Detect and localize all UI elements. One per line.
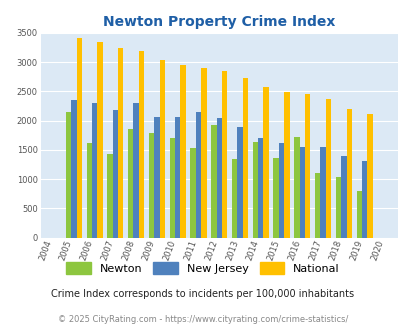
Bar: [113, 110, 118, 238]
Bar: [237, 126, 242, 238]
Bar: [252, 142, 258, 238]
Bar: [314, 173, 320, 238]
Bar: [77, 38, 82, 238]
Bar: [278, 144, 284, 238]
Bar: [263, 87, 268, 238]
Bar: [222, 71, 227, 238]
Bar: [304, 94, 310, 238]
Bar: [367, 114, 372, 238]
Bar: [340, 156, 346, 238]
Bar: [154, 117, 159, 238]
Bar: [242, 78, 247, 238]
Bar: [258, 138, 263, 238]
Bar: [86, 144, 92, 238]
Bar: [169, 138, 175, 238]
Bar: [284, 92, 289, 238]
Bar: [211, 125, 216, 238]
Text: © 2025 CityRating.com - https://www.cityrating.com/crime-statistics/: © 2025 CityRating.com - https://www.city…: [58, 315, 347, 324]
Bar: [190, 148, 195, 238]
Bar: [299, 147, 304, 238]
Bar: [139, 50, 144, 238]
Bar: [200, 68, 206, 238]
Bar: [180, 65, 185, 238]
Bar: [325, 99, 330, 238]
Bar: [335, 178, 340, 238]
Bar: [356, 191, 361, 238]
Legend: Newton, New Jersey, National: Newton, New Jersey, National: [62, 258, 343, 278]
Bar: [346, 109, 351, 238]
Bar: [92, 103, 97, 238]
Bar: [273, 158, 278, 238]
Bar: [175, 117, 180, 238]
Bar: [294, 137, 299, 238]
Bar: [195, 112, 200, 238]
Bar: [149, 133, 154, 238]
Bar: [133, 103, 139, 238]
Bar: [216, 118, 222, 238]
Bar: [231, 159, 237, 238]
Bar: [71, 100, 77, 238]
Bar: [159, 60, 164, 238]
Bar: [66, 112, 71, 238]
Bar: [128, 129, 133, 238]
Bar: [107, 154, 113, 238]
Title: Newton Property Crime Index: Newton Property Crime Index: [103, 15, 335, 29]
Bar: [118, 48, 123, 238]
Text: Crime Index corresponds to incidents per 100,000 inhabitants: Crime Index corresponds to incidents per…: [51, 289, 354, 299]
Bar: [320, 147, 325, 238]
Bar: [361, 161, 367, 238]
Bar: [97, 42, 102, 238]
